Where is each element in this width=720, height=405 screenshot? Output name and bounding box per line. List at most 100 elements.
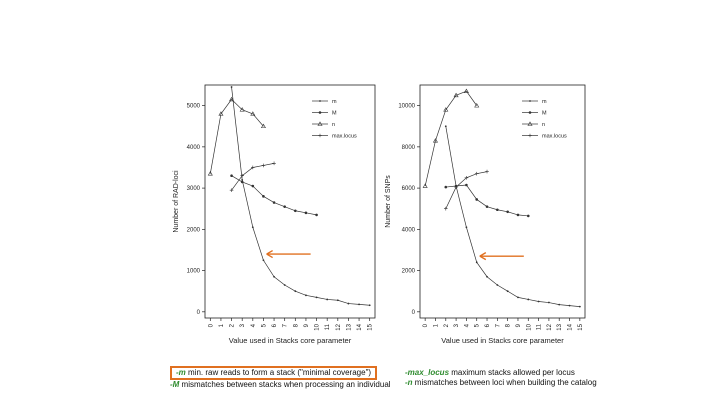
x-tick-label: 15 [578, 323, 584, 330]
data-point [260, 123, 266, 129]
legend-marker [317, 121, 323, 126]
data-point [578, 305, 581, 308]
data-point [283, 205, 286, 208]
x-tick-label: 6 [272, 323, 278, 327]
data-point [527, 298, 530, 301]
data-point [218, 111, 224, 116]
x-tick-label: 11 [325, 323, 331, 330]
x-tick-label: 8 [506, 323, 512, 327]
x-tick-label: 12 [336, 323, 342, 330]
x-tick-label: 2 [444, 323, 450, 327]
y-tick-label: 10000 [398, 104, 415, 110]
data-point [336, 299, 339, 302]
data-point [239, 107, 245, 112]
n-flag: -n [405, 378, 413, 387]
legend-label: m [542, 99, 547, 105]
highlight-arrow-head [266, 249, 273, 259]
data-point [486, 275, 488, 278]
y-tick-label: 0 [412, 310, 416, 316]
M-note-text: mismatches between stacks when processin… [179, 380, 391, 389]
n-note-text: mismatches between loci when building th… [412, 378, 597, 387]
y-tick-label: 6000 [402, 186, 416, 192]
data-point [454, 185, 458, 189]
x-tick-label: 12 [547, 323, 553, 330]
m-flag: -m [176, 368, 186, 377]
x-tick-label: 8 [293, 323, 299, 327]
y-tick-label: 0 [197, 310, 201, 316]
data-point [496, 208, 499, 212]
x-tick-label: 13 [557, 323, 563, 330]
data-point [506, 210, 509, 214]
data-point [283, 284, 286, 286]
data-point [485, 169, 489, 174]
x-tick-label: 5 [475, 323, 481, 327]
y-tick-label: 4000 [187, 145, 201, 151]
legend-marker [319, 100, 321, 102]
data-point [315, 296, 318, 299]
series-line-M [231, 175, 317, 216]
y-tick-label: 5000 [187, 104, 201, 110]
data-point [262, 195, 265, 198]
legend-marker [528, 133, 532, 138]
series-line-m [231, 87, 370, 306]
highlight-arrow-head [479, 252, 487, 261]
data-point [273, 275, 275, 278]
x-tick-label: 2 [230, 323, 236, 327]
legend-label: m [332, 99, 337, 105]
chart-panel-loci: 0 1 2 3 4 5 6 7 8 9 10 11 12 13 14 15010002000300040005… [173, 84, 376, 345]
data-point [432, 138, 438, 143]
series-line-n [209, 98, 264, 174]
data-point [240, 180, 244, 184]
x-tick-label: 4 [464, 323, 470, 327]
legend-label: M [542, 111, 547, 117]
data-point [465, 183, 468, 187]
x-tick-label: 14 [568, 323, 574, 330]
data-point [261, 163, 266, 168]
data-point [474, 103, 480, 108]
legend-label: n [542, 122, 545, 128]
x-tick-label: 0 [208, 323, 214, 327]
x-tick-label: 4 [251, 323, 257, 327]
series-line-m [445, 126, 580, 308]
data-point [272, 161, 276, 166]
x-tick-label: 9 [516, 323, 522, 327]
M-flag: -M [170, 380, 180, 389]
x-tick-label: 6 [485, 323, 491, 327]
data-point [517, 296, 519, 299]
data-point [444, 125, 447, 128]
x-tick-label: 14 [357, 323, 363, 330]
y-tick-label: 1000 [187, 269, 201, 275]
legend-label: M [332, 111, 337, 117]
m-note-highlight: -m min. raw reads to form a stack ("mini… [170, 366, 378, 380]
legend-label: max.locus [332, 134, 357, 140]
data-point [475, 198, 479, 201]
x-tick-label: 15 [368, 323, 374, 330]
data-point [443, 107, 449, 112]
y-tick-label: 2000 [187, 227, 201, 233]
data-point [207, 171, 213, 176]
data-point [368, 304, 371, 307]
data-point [422, 183, 428, 188]
x-tick-label: 5 [261, 323, 267, 327]
x-axis-label: Value used in Stacks core parameter [441, 336, 564, 345]
data-point [229, 188, 234, 192]
data-point [347, 302, 350, 305]
y-tick-label: 2000 [402, 269, 416, 275]
data-point [568, 304, 571, 307]
data-point [444, 185, 448, 189]
x-tick-label: 10 [526, 323, 532, 330]
x-tick-label: 1 [219, 323, 225, 327]
x-tick-label: 1 [433, 323, 439, 327]
data-point [294, 209, 297, 213]
data-point [304, 211, 308, 215]
plot-frame [204, 84, 376, 319]
data-point [516, 213, 520, 217]
data-point [475, 261, 478, 264]
data-point [315, 213, 318, 217]
series-line-M [445, 184, 529, 217]
data-point [251, 226, 254, 229]
legend-marker [318, 133, 322, 138]
data-point [537, 300, 540, 303]
data-point [305, 294, 307, 297]
